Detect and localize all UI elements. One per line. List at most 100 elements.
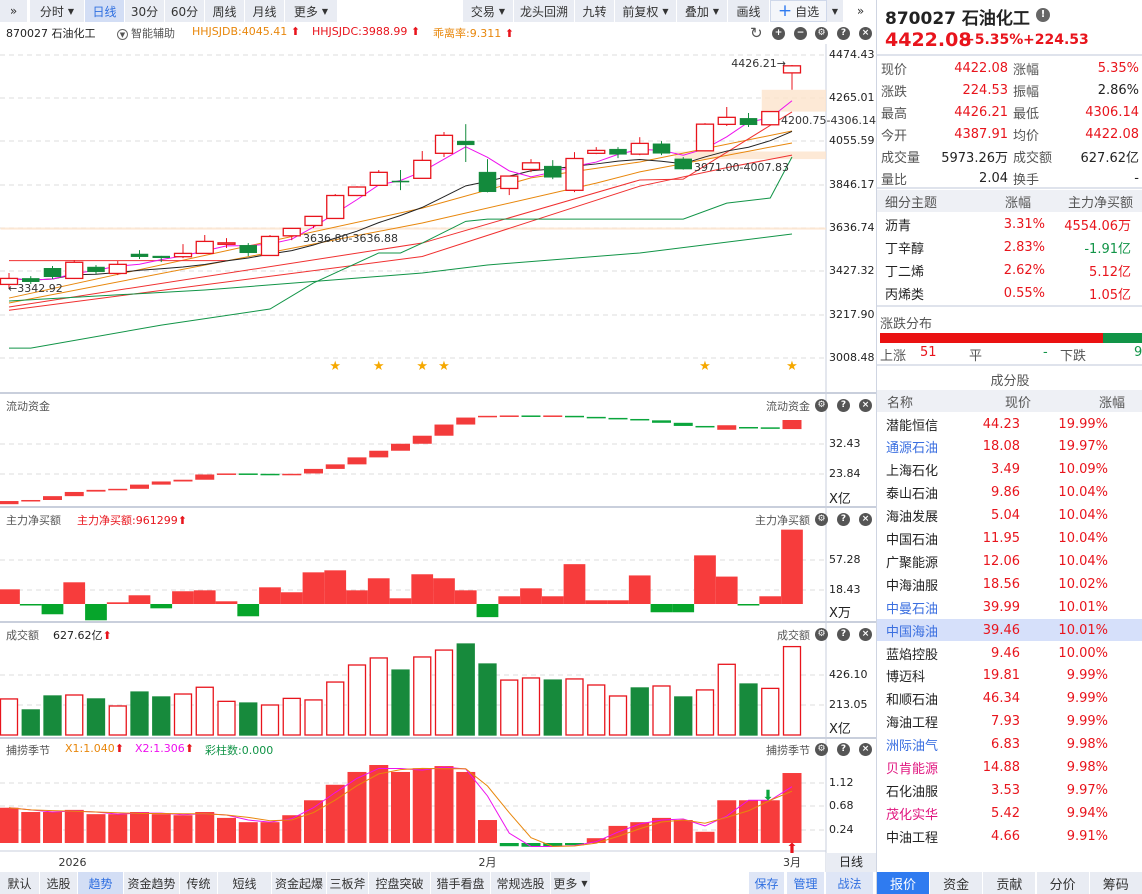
strategy-tab-10[interactable]: 常规选股 xyxy=(491,872,551,894)
strategy-tab-9[interactable]: 猎手看盘 xyxy=(431,872,491,894)
flow-bar xyxy=(456,417,476,425)
toolbar-button-4[interactable]: 叠加 ▼ xyxy=(677,0,728,22)
quote-value: 4422.08 xyxy=(1085,127,1139,143)
stock-name: 海油发展 xyxy=(886,510,939,526)
strategy-tab-4[interactable]: 传统 xyxy=(180,872,218,894)
strategy-tab-6[interactable]: 资金起爆 xyxy=(272,872,327,894)
period-label[interactable]: 日线 xyxy=(826,853,876,872)
watchlist-dropdown[interactable]: ▼ xyxy=(827,0,844,22)
toolbar-button-1[interactable]: 龙头回溯 xyxy=(514,0,575,22)
component-row[interactable]: 中国石油 11.95 10.04% xyxy=(877,528,1142,550)
strategy-tab-0[interactable]: 默认 xyxy=(0,872,40,894)
flow-bar xyxy=(478,415,497,418)
price-axis-label: 4474.43 xyxy=(829,48,875,61)
stock-name: 中国石油 xyxy=(886,533,939,548)
strategy-tab-2[interactable]: 趋势 xyxy=(78,872,124,894)
toolbar-button-2[interactable]: 九转 xyxy=(575,0,615,22)
panel-tab-2[interactable]: 贡献 xyxy=(983,872,1037,894)
turnover-bar xyxy=(217,700,236,736)
close-icon[interactable]: × xyxy=(859,399,872,412)
change-amount: +224.53 xyxy=(1023,32,1089,48)
component-row[interactable]: 中海油服 18.56 10.02% xyxy=(877,573,1142,595)
info-icon[interactable]: ! xyxy=(1036,8,1050,22)
gear-icon[interactable]: ⚙ xyxy=(815,27,828,40)
component-row[interactable]: 茂化实华 5.42 9.94% xyxy=(877,802,1142,824)
strategy-tab-3[interactable]: 资金趋势 xyxy=(124,872,180,894)
component-row[interactable]: 海油发展 5.04 10.04% xyxy=(877,505,1142,527)
tab-period-6[interactable]: 更多 ▼ xyxy=(285,0,338,22)
action-button-0[interactable]: 保存 xyxy=(749,872,785,894)
strategy-tab-5[interactable]: 短线 xyxy=(218,872,272,894)
action-button-1[interactable]: 管理 xyxy=(787,872,825,894)
gear-icon[interactable]: ⚙ xyxy=(815,628,828,641)
expand-right-button[interactable]: » xyxy=(846,0,876,22)
theme-row[interactable]: 丁二烯 2.62% 5.12亿 xyxy=(877,259,1142,281)
strategy-tab-7[interactable]: 三板斧 xyxy=(327,872,369,894)
strategy-tab-1[interactable]: 选股 xyxy=(40,872,78,894)
flow-unit-label: X亿 xyxy=(829,492,851,507)
component-row[interactable]: 上海石化 3.49 10.09% xyxy=(877,459,1142,481)
season-bar xyxy=(195,812,215,843)
component-row[interactable]: 广聚能源 12.06 10.04% xyxy=(877,550,1142,572)
component-row[interactable]: 和顺石油 46.34 9.99% xyxy=(877,688,1142,710)
tab-period-4[interactable]: 周线 xyxy=(205,0,245,22)
chevron-down-icon: ▼ xyxy=(581,878,588,888)
add-watchlist-button[interactable]: + 自选 xyxy=(770,0,827,22)
help-icon[interactable]: ? xyxy=(837,743,850,756)
gear-icon[interactable]: ⚙ xyxy=(815,513,828,526)
component-row[interactable]: 中国海油 39.46 10.01% xyxy=(877,619,1142,642)
component-row[interactable]: 蓝焰控股 9.46 10.00% xyxy=(877,642,1142,664)
toolbar-button-5[interactable]: 画线 xyxy=(728,0,770,22)
zoom-out-icon[interactable]: − xyxy=(794,27,807,40)
component-row[interactable]: 中油工程 4.66 9.91% xyxy=(877,825,1142,847)
theme-row[interactable]: 丁辛醇 2.83% -1.91亿 xyxy=(877,236,1142,258)
component-row[interactable]: 潜能恒信 44.23 19.99% xyxy=(877,413,1142,435)
panel-tab-3[interactable]: 分价 xyxy=(1036,872,1090,894)
component-row[interactable]: 贝肯能源 14.88 9.98% xyxy=(877,757,1142,779)
tab-label: 更多 xyxy=(553,876,578,891)
tab-period-0[interactable]: 分时 ▼ xyxy=(30,0,85,22)
panel-tab-0[interactable]: 报价 xyxy=(877,872,930,894)
help-icon[interactable]: ? xyxy=(837,628,850,641)
panel-tab-1[interactable]: 资金 xyxy=(930,872,984,894)
strategy-tab-11[interactable]: 更多 ▼ xyxy=(551,872,591,894)
toolbar-button-3[interactable]: 前复权 ▼ xyxy=(615,0,677,22)
close-icon[interactable]: × xyxy=(859,513,872,526)
candle-down xyxy=(239,245,257,254)
component-row[interactable]: 中曼石油 39.99 10.01% xyxy=(877,596,1142,618)
tab-period-2[interactable]: 30分 xyxy=(125,0,165,22)
kline-chart[interactable]: ★ ★ ★ ★ ★ ★ 4426.21→ ←3342.92 4200.75-4306.14 397… xyxy=(0,0,876,872)
help-icon[interactable]: ? xyxy=(837,399,850,412)
season-bar xyxy=(282,815,302,843)
close-icon[interactable]: × xyxy=(859,743,872,756)
component-row[interactable]: 海油工程 7.93 9.99% xyxy=(877,711,1142,733)
flat-count: - xyxy=(1043,345,1048,360)
stock-change: 10.01% xyxy=(1058,599,1108,615)
component-row[interactable]: 博迈科 19.81 9.99% xyxy=(877,665,1142,687)
tab-period-3[interactable]: 60分 xyxy=(165,0,205,22)
zoom-in-icon[interactable]: + xyxy=(772,27,785,40)
strategy-tab-8[interactable]: 控盘突破 xyxy=(369,872,431,894)
quote-label: 涨幅 xyxy=(1013,62,1040,78)
tab-period-5[interactable]: 月线 xyxy=(245,0,285,22)
help-icon[interactable]: ? xyxy=(837,27,850,40)
toolbar-button-0[interactable]: 交易 ▼ xyxy=(463,0,514,22)
tab-period-1[interactable]: 日线 xyxy=(85,0,125,22)
collapse-left-button[interactable]: » xyxy=(0,0,28,22)
close-icon[interactable]: × xyxy=(859,27,872,40)
help-icon[interactable]: ? xyxy=(837,513,850,526)
component-row[interactable]: 泰山石油 9.86 10.04% xyxy=(877,482,1142,504)
reset-icon[interactable]: ↻ xyxy=(750,24,763,42)
smart-assist-toggle[interactable]: ▼ 智能辅助 xyxy=(117,25,175,41)
gear-icon[interactable]: ⚙ xyxy=(815,743,828,756)
theme-row[interactable]: 沥青 3.31% 4554.06万 xyxy=(877,213,1142,235)
component-row[interactable]: 石化油服 3.53 9.97% xyxy=(877,779,1142,801)
component-row[interactable]: 通源石油 18.08 19.97% xyxy=(877,436,1142,458)
action-button-2[interactable]: 战法 xyxy=(826,872,874,894)
gear-icon[interactable]: ⚙ xyxy=(815,399,828,412)
theme-row[interactable]: 丙烯类 0.55% 1.05亿 xyxy=(877,282,1142,304)
close-icon[interactable]: × xyxy=(859,628,872,641)
flow-bar xyxy=(695,425,715,428)
panel-tab-4[interactable]: 筹码 xyxy=(1089,872,1142,894)
component-row[interactable]: 洲际油气 6.83 9.98% xyxy=(877,734,1142,756)
